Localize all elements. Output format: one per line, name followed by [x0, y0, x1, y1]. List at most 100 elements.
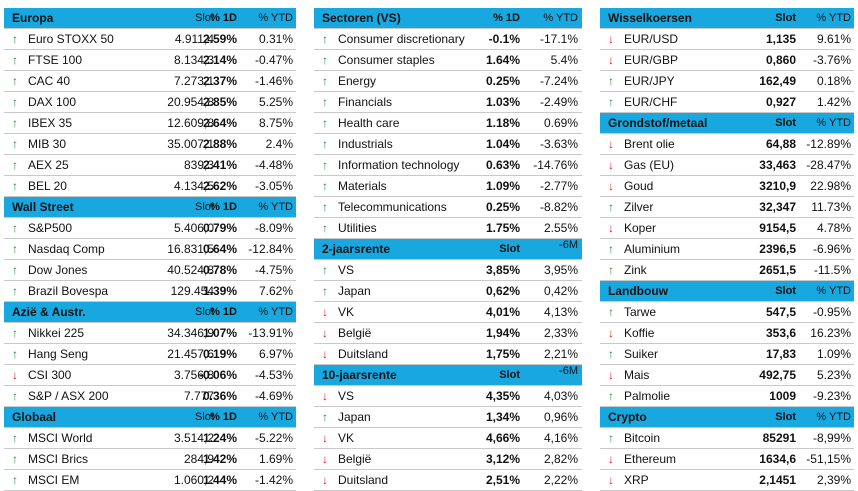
- instrument-name: Materials: [338, 179, 387, 193]
- column-header: % YTD: [816, 117, 851, 129]
- section-title: Grondstof/metaal: [608, 116, 708, 130]
- column-header: % YTD: [816, 411, 851, 423]
- value-change-1d: 1.75%: [485, 221, 520, 235]
- value-change-ytd: 2.4%: [265, 137, 293, 151]
- table-row: ↓ Mais 492,75 5.23%: [600, 365, 854, 386]
- table-row: ↑ Zink 2651,5 -11.5%: [600, 260, 854, 281]
- table-row: ↑ Euro STOXX 50 4.911,4 2.59% 0.31%: [4, 29, 296, 50]
- value-change-ytd: 5.25%: [258, 95, 293, 109]
- instrument-name: Health care: [338, 116, 400, 130]
- table-row: ↑ Tarwe 547,5 -0.95%: [600, 302, 854, 323]
- value-change-1d: 2.37%: [202, 74, 237, 88]
- value-change-ytd: 0.69%: [543, 116, 578, 130]
- table-row: ↑ Bitcoin 85291 -8,99%: [600, 428, 854, 449]
- table-row: ↑ Utilities 1.75% 2.55%: [314, 218, 582, 239]
- value-change-ytd: 1.42%: [816, 95, 851, 109]
- value-change-ytd: -11.5%: [813, 263, 851, 277]
- value-close: 64,88: [765, 137, 796, 151]
- value-close: 4,01%: [485, 305, 520, 319]
- table-row: ↓ EUR/USD 1,135 9.61%: [600, 29, 854, 50]
- value-change-ytd: -6.96%: [812, 242, 851, 256]
- value-close: 492,75: [759, 368, 796, 382]
- section-header-crypto: Crypto Slot % YTD: [600, 407, 854, 428]
- arrow-up-icon: ↑: [322, 32, 328, 46]
- panel-sectors-rates: Sectoren (VS) % 1D % YTD ↑ Consumer discreti…: [314, 8, 582, 491]
- instrument-name: MSCI Brics: [28, 452, 88, 466]
- value-change-1d: 2.41%: [202, 158, 237, 172]
- table-row: ↑ Palmolie 1009 -9.23%: [600, 386, 854, 407]
- column-header: Slot: [499, 243, 520, 255]
- arrow-down-icon: ↓: [608, 326, 614, 340]
- value-change-ytd: 11.73%: [811, 200, 851, 214]
- table-row: ↓ EUR/GBP 0,860 -3.76%: [600, 50, 854, 71]
- value-change-ytd: -3.05%: [254, 179, 293, 193]
- column-header: % YTD: [543, 12, 578, 24]
- value-change-ytd: -2.49%: [539, 95, 578, 109]
- panel-indices: Europa Slot% 1D% YTD ↑ Euro STOXX 50 4.911,4…: [4, 8, 296, 491]
- instrument-name: VS: [338, 263, 355, 277]
- value-close: 1009: [769, 389, 796, 403]
- arrow-up-icon: ↑: [322, 179, 328, 193]
- value-close: 34.346,9: [167, 326, 214, 340]
- value-change-ytd: 2.55%: [543, 221, 578, 235]
- table-row: ↑ EUR/JPY 162,49 0.18%: [600, 71, 854, 92]
- value-close: 7.777: [183, 389, 214, 403]
- value-change-1d: 1.03%: [485, 95, 520, 109]
- table-row: ↓ Brent olie 64,88 -12.89%: [600, 134, 854, 155]
- value-change-ytd: 0,42%: [543, 284, 578, 298]
- value-change-ytd: -0.95%: [812, 305, 851, 319]
- table-row: ↓ Koffie 353,6 16.23%: [600, 323, 854, 344]
- value-close: 3,12%: [485, 452, 520, 466]
- instrument-name: Japan: [338, 284, 371, 298]
- value-change-1d: 1.42%: [202, 452, 237, 466]
- instrument-name: Koper: [624, 221, 657, 235]
- value-close: 35.007,1: [167, 137, 214, 151]
- value-close: 547,5: [765, 305, 796, 319]
- table-row: ↑ Consumer staples 1.64% 5.4%: [314, 50, 582, 71]
- value-close: 2651,5: [759, 263, 796, 277]
- arrow-up-icon: ↑: [12, 158, 18, 172]
- column-header: Slot: [775, 285, 796, 297]
- arrow-down-icon: ↓: [322, 389, 328, 403]
- table-row: ↑ Industrials 1.04% -3.63%: [314, 134, 582, 155]
- value-change-1d: 0.64%: [202, 242, 237, 256]
- table-row: ↑ Energy 0.25% -7.24%: [314, 71, 582, 92]
- value-change-ytd: 4,16%: [543, 431, 578, 445]
- value-close: 1,75%: [485, 347, 520, 361]
- value-close: 3,85%: [485, 263, 520, 277]
- value-close: 9154,5: [759, 221, 796, 235]
- value-change-ytd: 4.78%: [816, 221, 851, 235]
- value-close: 0,62%: [485, 284, 520, 298]
- value-change-ytd: 22.98%: [810, 179, 851, 193]
- arrow-up-icon: ↑: [608, 74, 614, 88]
- value-change-1d: -0.06%: [198, 368, 237, 382]
- arrow-up-icon: ↑: [608, 347, 614, 361]
- value-change-1d: 0.25%: [485, 74, 520, 88]
- arrow-down-icon: ↓: [322, 305, 328, 319]
- arrow-down-icon: ↓: [608, 53, 614, 67]
- arrow-up-icon: ↑: [12, 263, 18, 277]
- value-change-ytd: -5.22%: [254, 431, 293, 445]
- value-change-ytd: 2,39%: [816, 473, 851, 487]
- section-header-grondstof-metaal: Grondstof/metaal Slot % YTD: [600, 113, 854, 134]
- section-header-sectoren-vs: Sectoren (VS) % 1D % YTD: [314, 8, 582, 29]
- arrow-up-icon: ↑: [12, 179, 18, 193]
- column-header: Slot: [195, 12, 214, 24]
- table-row: ↑ VS 3,85% 3,95%: [314, 260, 582, 281]
- instrument-name: MSCI World: [28, 431, 93, 445]
- value-close: 1,34%: [485, 410, 520, 424]
- instrument-name: BEL 20: [28, 179, 67, 193]
- value-change-ytd: -3.63%: [539, 137, 578, 151]
- table-row: ↑ S&P / ASX 200 7.777 0.36% -4.69%: [4, 386, 296, 407]
- value-close: 33,463: [759, 158, 796, 172]
- instrument-name: Duitsland: [338, 473, 389, 487]
- instrument-name: België: [338, 452, 372, 466]
- instrument-name: DAX 100: [28, 95, 77, 109]
- value-change-ytd: 5.4%: [550, 53, 578, 67]
- value-change-ytd: 3,95%: [543, 263, 578, 277]
- table-row: ↓ VK 4,01% 4,13%: [314, 302, 582, 323]
- value-close: 7.273,1: [173, 74, 214, 88]
- value-close: 162,49: [759, 74, 796, 88]
- section-title: Europa: [12, 11, 54, 25]
- table-row: ↑ Nikkei 225 34.346,9 1.07% -13.91%: [4, 323, 296, 344]
